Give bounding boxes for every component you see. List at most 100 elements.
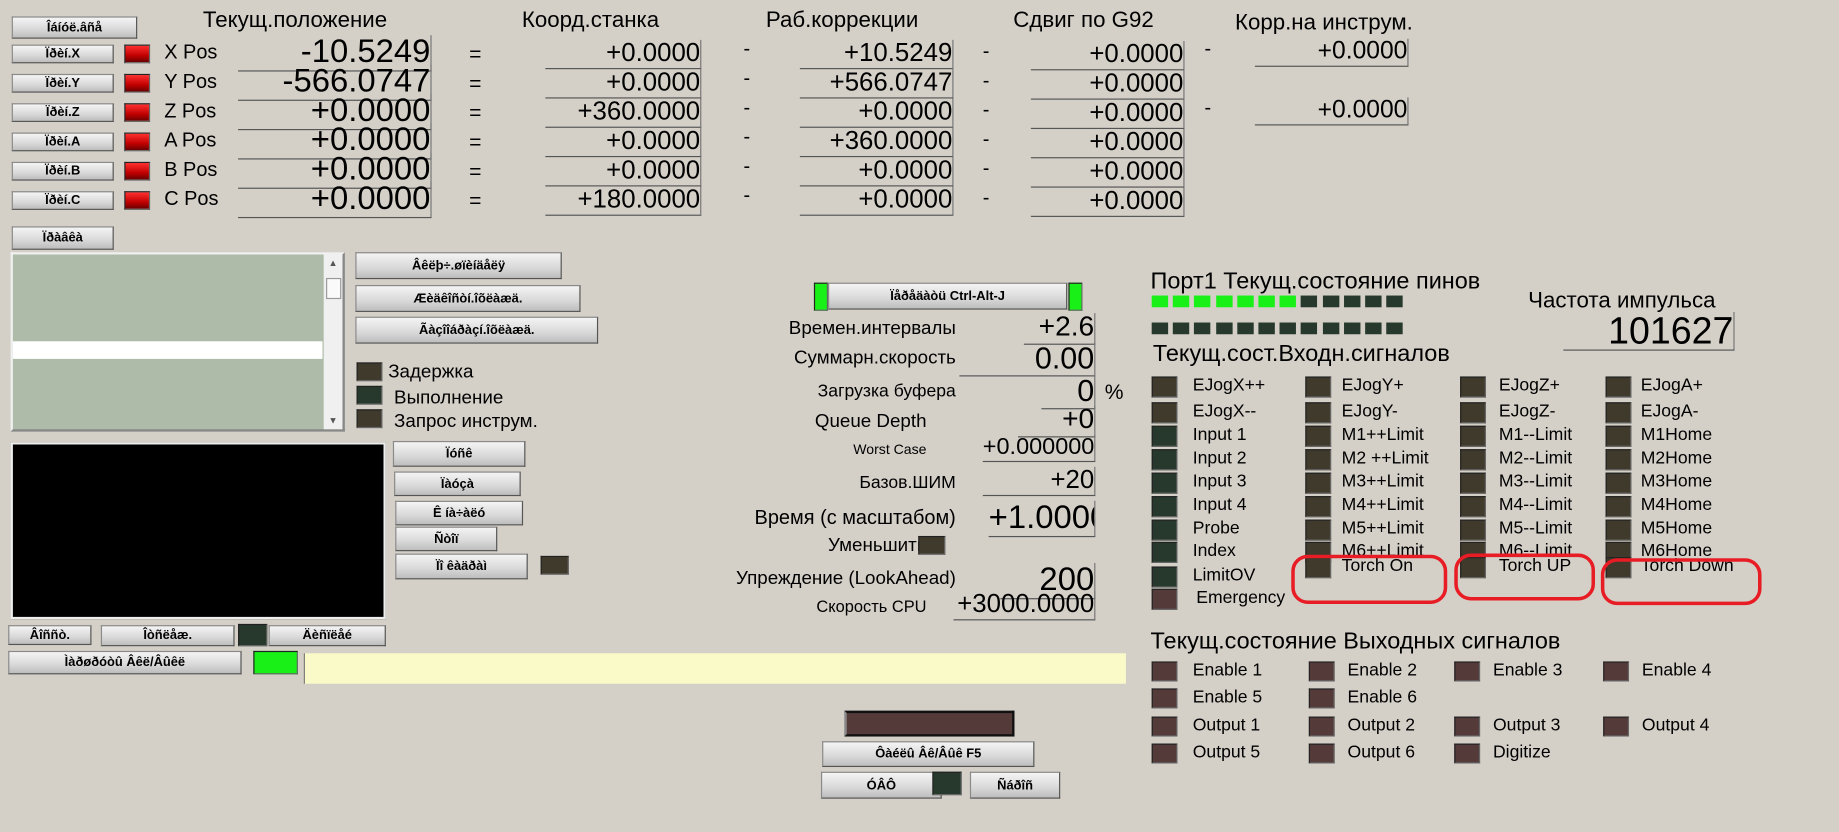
zero-all-button[interactable]: Îáíóë.âñå [11,16,138,39]
input-signal-label: Torch UP [1498,555,1572,576]
dwell-led [356,362,383,382]
input-signal-led [1151,519,1178,541]
axis-g92-dro[interactable]: +0.0000 [1030,129,1185,159]
ref-axis-button[interactable]: Ïðèí.C [11,191,114,210]
axis-work-offset-dro[interactable]: +0.0000 [799,98,954,128]
stat-value: 200 [1000,562,1096,600]
output-signal-led [1454,661,1481,682]
mdi-input[interactable] [303,653,1126,684]
ufo-button[interactable]: ÓÂÔ [820,771,942,799]
spindle-button[interactable]: Âêëþ÷.øïèíäåëÿ [355,252,562,280]
axis-label: A Pos [164,129,217,152]
stat-unit: % [1104,379,1124,404]
input-signal-label: Input 3 [1192,471,1247,492]
input-signal-led [1460,496,1486,518]
axis-work-offset-dro[interactable]: +0.0000 [799,186,954,216]
gcode-list[interactable]: ▲ ▼ [10,252,345,432]
axis-work-offset-dro[interactable]: +10.5249 [799,39,954,70]
minus-sign: - [743,154,751,178]
axis-current-dro[interactable]: -10.5249 [238,35,432,72]
input-signal-label: EJogY+ [1341,375,1404,396]
running-label: Выполнение [394,388,504,409]
mist-coolant-button[interactable]: Ãàçîîáðàçí.îõëàæä. [355,316,599,344]
output-signal-led [1454,743,1481,764]
ref-axis-button[interactable]: Ïðèí.B [11,161,114,181]
stop-button[interactable]: Ñòîï [395,526,498,552]
axis-g92-dro[interactable]: +0.0000 [1030,99,1185,130]
toolpath-display[interactable] [10,442,386,620]
single-block-button[interactable]: Ïî êàäðàì [395,553,528,580]
axis-current-dro[interactable]: +0.0000 [238,152,432,189]
output-signal-led [1603,716,1630,737]
routes-led [253,650,298,675]
input-signal-led [1460,376,1486,398]
axis-work-offset-dro[interactable]: +0.0000 [799,157,954,187]
stat-value: +0 [1017,405,1096,438]
recover-button[interactable]: Âîññò. [8,625,92,646]
axis-tool-offset-dro[interactable]: +0.0000 [1254,38,1409,67]
port-pin-led [1386,295,1403,308]
port-pin-led [1194,295,1211,308]
edit-button[interactable]: Ïðàâêà [11,226,114,250]
stat-value: +20 [982,466,1096,497]
display-button[interactable]: Äèñïëåé [268,625,386,647]
axis-machine-dro: +0.0000 [545,39,702,70]
input-signal-led [1305,376,1332,398]
output-signal-led [1151,716,1178,737]
routes-toggle-button[interactable]: Ìàðøðóòû Âêë/Âûêë [8,650,242,675]
port-pin-led [1258,322,1275,335]
axis-g92-dro[interactable]: +0.0000 [1030,187,1185,217]
axis-label: X Pos [164,41,218,64]
port-pin-led [1173,295,1190,308]
scrollbar[interactable]: ▲ ▼ [323,254,343,430]
input-signal-led [1305,425,1332,447]
stat-value: +3000.0000 [953,591,1096,621]
axis-current-dro[interactable]: +0.0000 [238,181,432,219]
ref-axis-button[interactable]: Ïðèí.Y [11,73,114,93]
header-work-offsets: Раб.коррекции [765,8,919,33]
reduce-led[interactable] [918,535,946,555]
output-signal-led [1308,743,1335,764]
scrollbar-thumb[interactable] [326,277,342,300]
trace-button[interactable]: Îòñëåæ. [100,625,235,647]
stat-label: Queue Depth [814,411,927,432]
scroll-down-icon[interactable]: ▼ [328,415,338,426]
axis-current-dro[interactable]: +0.0000 [238,93,432,131]
scroll-up-icon[interactable]: ▲ [328,258,338,269]
files-toggle-button[interactable]: Ôàéëû Âê/Âûê F5 [822,741,1035,768]
ref-axis-button[interactable]: Ïðèí.Z [11,103,114,122]
port-pin-led [1237,295,1254,308]
cycle-start-button[interactable]: Ïóñê [392,440,526,467]
reset-button[interactable]: Ñáðîñ [969,771,1061,799]
axis-ref-led [124,103,151,122]
axis-current-dro[interactable]: -566.0747 [238,64,432,101]
feed-hold-button[interactable]: Ïàóçà [394,471,521,497]
axis-work-offset-dro[interactable]: +360.0000 [799,127,954,158]
jog-button[interactable]: Ïåðåäàòü Ctrl-Alt-J [827,282,1068,310]
axis-work-offset-dro[interactable]: +566.0747 [799,69,954,99]
pulse-frequency-label: Частота импульса [1528,288,1716,314]
input-signal-label: M2--Limit [1498,448,1573,468]
axis-g92-dro[interactable]: +0.0000 [1030,70,1185,100]
output-signal-led [1151,743,1178,764]
axis-g92-dro[interactable]: +0.0000 [1030,41,1185,71]
equals-sign: = [469,188,482,213]
input-signal-led [1605,449,1632,471]
minus-sign: - [743,37,751,60]
minus-sign: - [743,96,751,119]
input-signal-label: Input 4 [1192,494,1247,515]
axis-tool-offset-dro[interactable]: +0.0000 [1254,97,1409,126]
rewind-button[interactable]: Ê íà÷àëó [395,500,524,526]
input-signal-led [1151,449,1178,471]
axis-g92-dro[interactable]: +0.0000 [1030,158,1185,188]
axis-current-dro[interactable]: +0.0000 [238,123,432,160]
axis-label: B Pos [164,158,218,181]
flood-coolant-button[interactable]: Æèäêîñòí.îõëàæä. [355,284,581,312]
input-signal-label: Probe [1192,518,1240,539]
ref-axis-button[interactable]: Ïðèí.A [11,132,114,152]
ref-axis-button[interactable]: Ïðèí.X [11,44,114,64]
minus-sign: - [982,98,990,121]
header-machine-coords: Коорд.станка [521,8,660,33]
equals-sign: = [469,130,482,154]
minus-sign: - [743,66,751,90]
